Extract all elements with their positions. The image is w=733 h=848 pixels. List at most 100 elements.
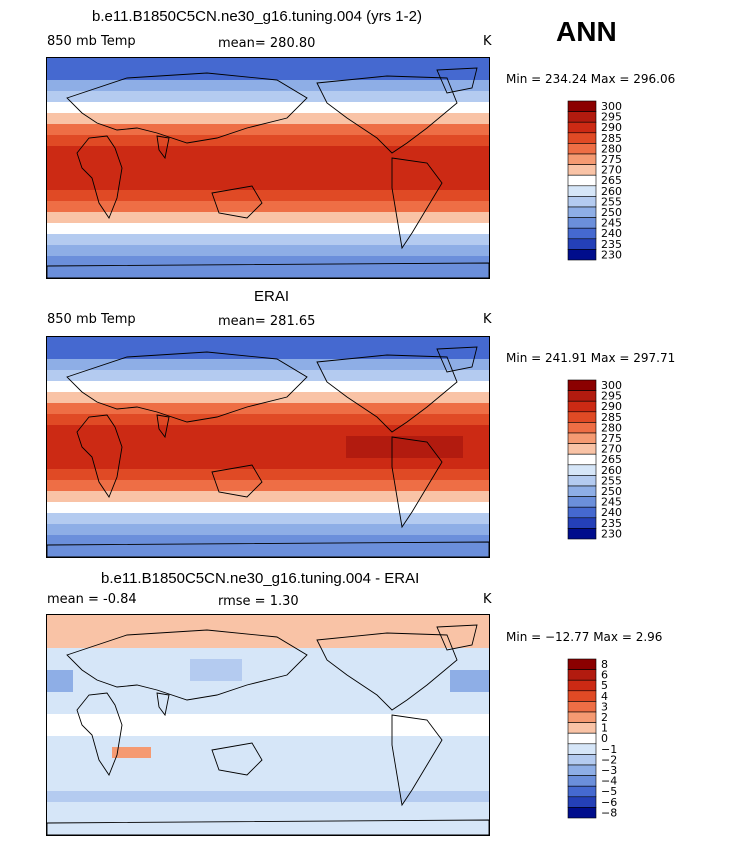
map-cell [99,370,113,382]
map-cell [372,637,386,649]
map-cell [242,802,256,814]
map-cell [229,736,243,748]
map-cell [372,703,386,715]
map-cell [203,692,217,704]
map-cell [268,436,282,448]
map-cell [437,58,451,70]
map-cell [411,146,425,158]
map-cell [307,758,321,770]
map-cell [268,245,282,257]
map-cell [437,157,451,169]
map-cell [203,780,217,792]
map-cell [47,234,61,246]
map-cell [190,201,204,213]
map-cell [138,179,152,191]
map-cell [203,491,217,503]
map-cell [47,124,61,136]
map-cell [151,535,165,547]
map-cell [125,392,139,404]
map-cell [411,124,425,136]
map-cell [333,425,347,437]
map-cell [385,824,399,835]
map-cell [216,58,230,70]
map-cell [320,447,334,459]
map-cell [424,447,438,459]
map-cell [294,403,308,415]
map-cell [424,146,438,158]
map-cell [216,179,230,191]
map-cell [372,212,386,224]
map-cell [190,135,204,147]
map-cell [47,469,61,481]
map-cell [463,791,477,803]
map-cell [138,769,152,781]
map-cell [281,703,295,715]
map-cell [125,403,139,415]
map-cell [73,458,87,470]
map-cell [138,824,152,835]
map-cell [437,381,451,393]
map-cell [86,267,100,278]
map-cell [190,535,204,547]
map-cell [125,135,139,147]
map-cell [99,190,113,202]
map-cell [463,637,477,649]
map-cell [372,403,386,415]
map-cell [294,659,308,671]
colorbar-swatch [567,400,597,413]
map-cell [437,648,451,660]
map-cell [177,747,191,759]
map-cell [203,502,217,514]
map-cell [138,813,152,825]
map-cell [424,69,438,81]
map-cell [229,769,243,781]
map-cell [385,637,399,649]
map-cell [320,791,334,803]
map-cell [281,113,295,125]
map-cell [398,267,412,278]
map-cell [385,469,399,481]
map-cell [268,758,282,770]
map-cell [476,256,489,268]
map-cell [125,648,139,660]
map-cell [255,513,269,525]
map-cell [450,425,464,437]
map-cell [372,392,386,404]
map-cell [86,359,100,371]
map-cell [307,802,321,814]
map-cell [138,670,152,682]
map-cell [307,168,321,180]
map-cell [216,458,230,470]
map-cell [138,91,152,103]
map-cell [307,725,321,737]
map-cell [320,190,334,202]
panel1-map-svg [47,58,489,278]
map-cell [333,502,347,514]
coastline [391,436,443,529]
map-cell [190,780,204,792]
map-cell [424,102,438,114]
map-cell [281,245,295,257]
map-cell [229,802,243,814]
colorbar-swatch [567,722,597,734]
map-cell [398,425,412,437]
map-cell [424,524,438,536]
map-cell [229,692,243,704]
map-cell [268,359,282,371]
map-cell [151,212,165,224]
map-cell [320,69,334,81]
map-cell [86,703,100,715]
map-cell [60,348,74,360]
map-cell [177,414,191,426]
map-cell [294,780,308,792]
map-cell [463,546,477,557]
map-cell [99,348,113,360]
map-cell [151,791,165,803]
map-cell [164,780,178,792]
map-cell [268,370,282,382]
map-cell [346,491,360,503]
map-cell [476,168,489,180]
map-cell [47,725,61,737]
map-cell [268,502,282,514]
map-cell [60,124,74,136]
